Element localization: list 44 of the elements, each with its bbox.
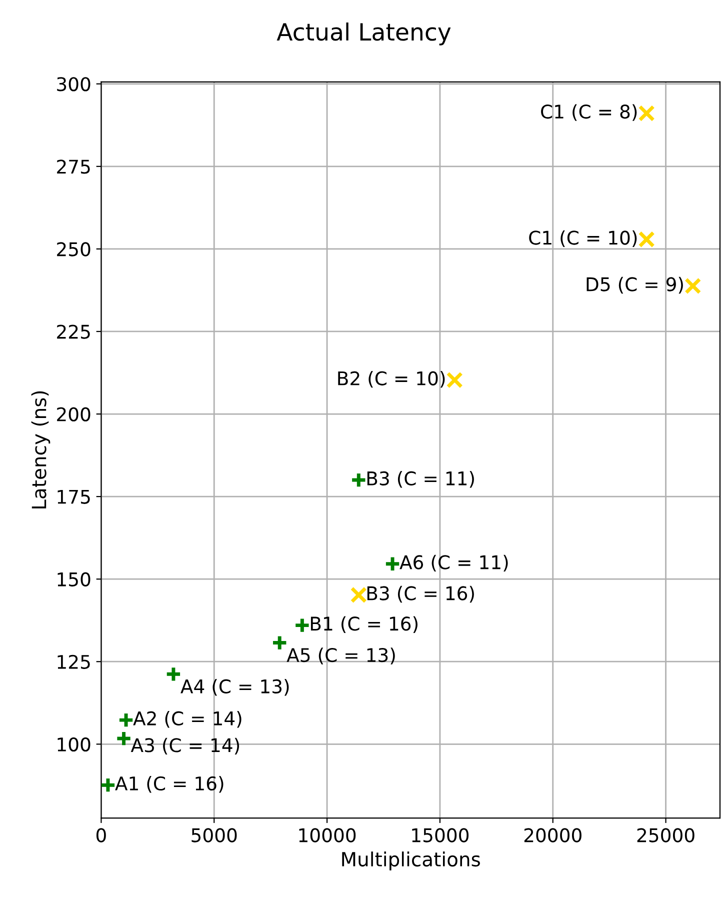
y-tick-label: 150: [58, 572, 90, 586]
annotation: B3 (C = 16): [367, 586, 474, 603]
annotation: C1 (C = 8): [541, 104, 637, 121]
x-tick-label: 15000: [412, 828, 469, 842]
chart-title: Actual Latency: [276, 22, 451, 46]
annotation: A4 (C = 13): [180, 678, 289, 696]
annotation: C1 (C = 10): [529, 230, 637, 248]
point: [638, 104, 655, 122]
annotation: D5 (C = 9): [586, 276, 683, 294]
y-tick-label: 225: [57, 324, 90, 339]
point: [384, 556, 401, 572]
y-tick-label: 175: [58, 490, 90, 504]
point: [165, 666, 182, 682]
annotation: A3 (C = 14): [130, 738, 240, 755]
point: [684, 278, 702, 294]
point: [638, 231, 655, 248]
x-tick-label: 10000: [299, 828, 356, 842]
point: [446, 372, 463, 388]
x-tick-label: 5000: [192, 828, 237, 842]
annotation: A1 (C = 16): [115, 776, 224, 793]
x-tick-label: 0: [96, 828, 106, 842]
annotation: B1 (C = 16): [310, 616, 418, 633]
y-tick-label: 100: [58, 737, 90, 752]
annotation: A6 (C = 11): [400, 554, 508, 572]
y-axis-title: Latency (ns): [31, 391, 50, 508]
point: [294, 616, 311, 634]
annotation: A5 (C = 13): [286, 648, 395, 664]
annotation: B2 (C = 10): [338, 370, 445, 388]
y-tick-label: 200: [57, 407, 90, 422]
x-tick-label: 20000: [524, 828, 582, 842]
y-tick-label: 300: [57, 77, 90, 92]
x-axis-title: Multiplications: [342, 852, 480, 870]
point: [115, 730, 132, 747]
annotation: B3 (C = 11): [367, 470, 474, 488]
y-tick-label: 275: [57, 160, 90, 174]
y-tick-label: 250: [57, 242, 90, 256]
point: [350, 586, 367, 604]
annotation: A2 (C = 14): [133, 710, 242, 728]
point: [271, 634, 288, 652]
point: [350, 472, 367, 488]
y-tick-label: 125: [58, 654, 90, 670]
x-tick-label: 25000: [637, 828, 694, 842]
point: [118, 712, 134, 728]
point: [101, 776, 116, 794]
